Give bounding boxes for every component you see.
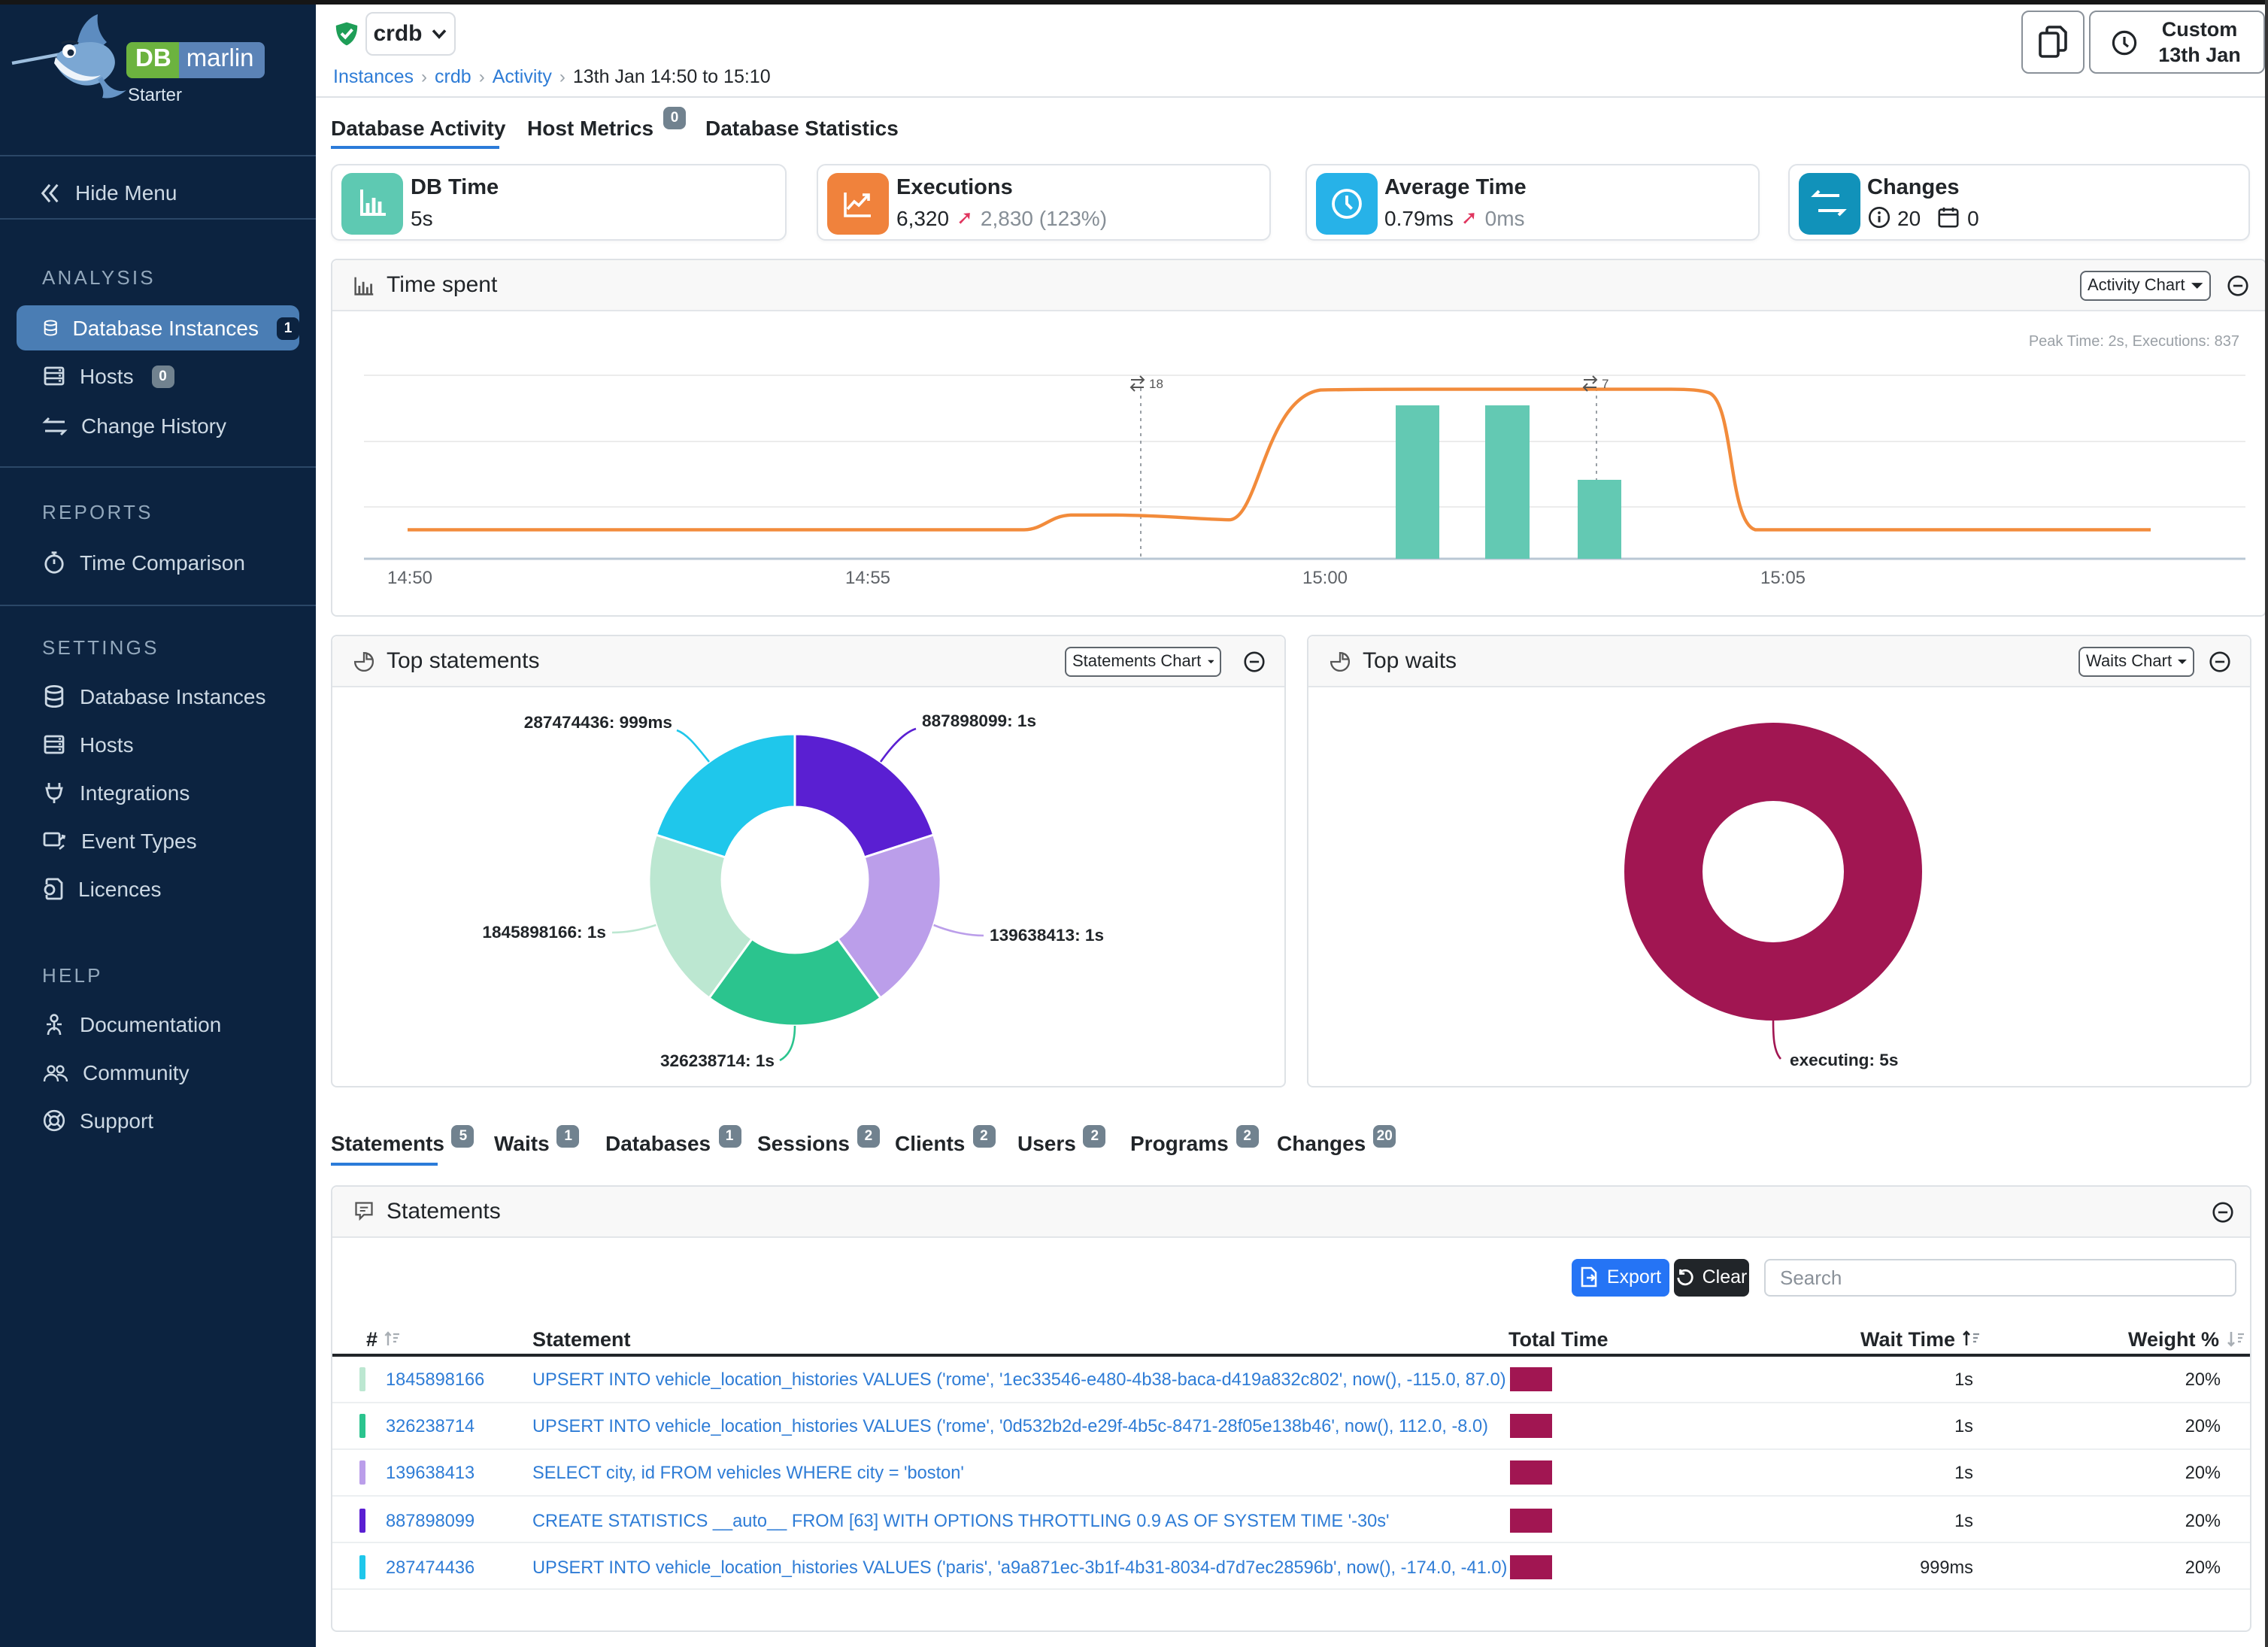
svg-text:326238714: 1s: 326238714: 1s (660, 1051, 775, 1069)
svg-text:15:00: 15:00 (1302, 567, 1348, 587)
svg-text:139638413: 1s: 139638413: 1s (990, 925, 1104, 944)
svg-text:Peak Time: 2s, Executions: 837: Peak Time: 2s, Executions: 837 (2029, 332, 2239, 349)
svg-text:14:50: 14:50 (387, 567, 432, 587)
svg-text:7: 7 (1602, 376, 1609, 390)
svg-text:14:55: 14:55 (845, 567, 890, 587)
svg-text:887898099: 1s: 887898099: 1s (922, 711, 1036, 729)
svg-text:15:05: 15:05 (1760, 567, 1806, 587)
svg-text:executing: 5s: executing: 5s (1790, 1050, 1898, 1069)
svg-text:1845898166: 1s: 1845898166: 1s (482, 922, 606, 941)
svg-text:287474436: 999ms: 287474436: 999ms (524, 712, 672, 731)
svg-text:18: 18 (1149, 376, 1163, 390)
